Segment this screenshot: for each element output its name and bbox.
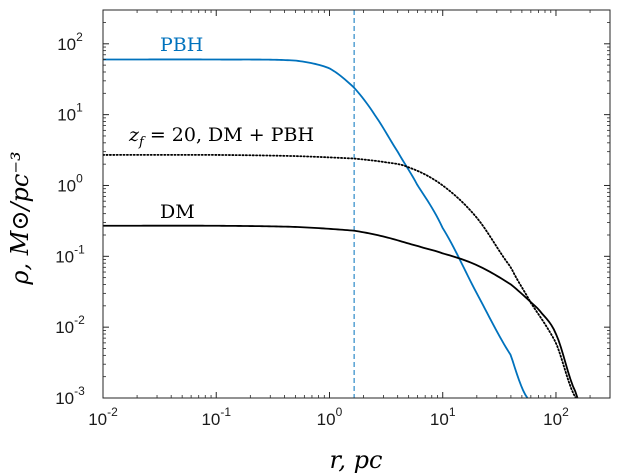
y-tick-label: 10-1: [55, 242, 85, 266]
y-tick-label: 100: [57, 171, 83, 195]
series-line-2: [103, 224, 579, 398]
x-axis-label: r, pc: [330, 446, 383, 474]
annotation-dm-pbh-text: = 20, DM + PBH: [150, 124, 314, 146]
plot-frame: [102, 9, 611, 399]
y-tick-label: 10-2: [55, 313, 85, 337]
annotation-dm-pbh-var: z: [128, 124, 140, 146]
x-tick-label: 10-2: [88, 405, 118, 429]
annotation-dm-pbh-sub: f: [138, 135, 146, 150]
series-line-0: [103, 58, 529, 398]
annotation-dm: DM: [160, 201, 195, 223]
y-tick-label: 101: [57, 101, 83, 125]
y-axis-label: ρ, M⊙/pc⁻³: [6, 151, 34, 285]
series-line-1: [103, 153, 577, 398]
annotation-dm-pbh: zf = 20, DM + PBH: [128, 124, 314, 150]
x-tick-label: 102: [543, 405, 569, 429]
y-tick-label: 102: [57, 30, 83, 54]
x-tick-label: 100: [317, 405, 343, 429]
y-tick-label: 10-3: [55, 384, 85, 408]
series-layer: [103, 10, 579, 398]
x-tick-label: 101: [430, 405, 456, 429]
x-tick-label: 10-1: [201, 405, 231, 429]
annotation-pbh: PBH: [160, 34, 203, 56]
